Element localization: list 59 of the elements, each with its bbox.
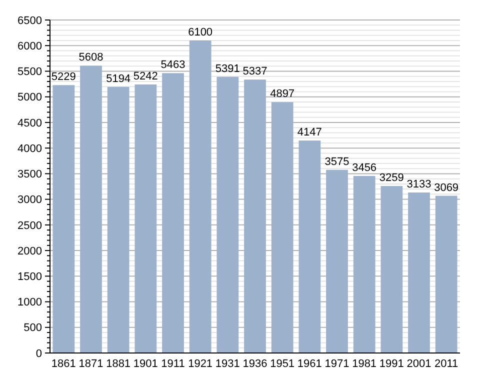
data-label: 5242: [133, 70, 158, 82]
y-tick-label: 1500: [18, 271, 42, 284]
x-tick-label: 1936: [242, 358, 268, 370]
bar: [52, 85, 75, 353]
bar: [271, 102, 294, 353]
x-tick-label: 1881: [106, 358, 131, 370]
x-tick-label: 1981: [352, 358, 377, 370]
data-label: 5194: [106, 72, 131, 85]
bar: [408, 192, 430, 353]
y-tick-label: 5000: [18, 92, 42, 104]
y-tick-label: 2500: [18, 220, 42, 232]
data-label: 6100: [188, 26, 213, 38]
data-label: 4897: [270, 88, 295, 100]
y-tick-label: 5500: [18, 66, 42, 78]
x-tick-label: 1861: [51, 358, 76, 370]
data-label: 3069: [434, 182, 459, 194]
y-tick-label: 3500: [18, 168, 42, 181]
bar: [162, 73, 184, 353]
x-tick-label: 1921: [188, 358, 213, 370]
x-tick-label: 1951: [270, 358, 295, 370]
y-tick-label: 1000: [18, 296, 42, 309]
bar: [326, 170, 348, 353]
bar: [380, 186, 403, 353]
bar: [134, 84, 157, 353]
bar: [298, 140, 321, 353]
data-label: 5608: [78, 52, 104, 64]
bar: [107, 86, 130, 353]
x-tick-label: 1931: [215, 358, 240, 370]
x-tick-label: 1991: [379, 358, 404, 370]
bar: [189, 40, 212, 353]
y-tick-label: 6500: [18, 14, 42, 27]
data-label: 5337: [242, 66, 268, 78]
bar: [435, 196, 458, 353]
bar: [244, 80, 266, 353]
bar: [353, 176, 376, 353]
y-tick-label: 6000: [18, 40, 42, 52]
data-label: 3456: [352, 162, 377, 174]
data-label: 3259: [379, 172, 404, 184]
data-label: 5391: [215, 62, 240, 75]
x-tick-label: 2001: [406, 358, 432, 370]
data-label: 3575: [324, 156, 350, 168]
y-tick-label: 3000: [18, 194, 42, 206]
y-tick-label: 4500: [18, 117, 42, 130]
y-tick-label: 4000: [18, 142, 42, 155]
x-tick-label: 1871: [78, 358, 104, 370]
x-tick-label: 1901: [133, 358, 158, 370]
y-tick-label: 500: [24, 322, 42, 334]
x-tick-label: 1911: [161, 358, 185, 370]
x-tick-label: 1961: [297, 358, 322, 370]
x-tick-label: 2011: [434, 358, 458, 370]
x-tick-label: 1971: [324, 358, 350, 370]
y-tick-label: 2000: [18, 245, 42, 258]
bar: [216, 76, 239, 353]
bar: [80, 66, 102, 353]
data-label: 4147: [297, 126, 322, 139]
data-label: 5463: [160, 59, 186, 72]
y-tick-label: 0: [36, 348, 42, 360]
data-label: 3133: [406, 178, 432, 190]
data-label: 5229: [51, 71, 76, 84]
